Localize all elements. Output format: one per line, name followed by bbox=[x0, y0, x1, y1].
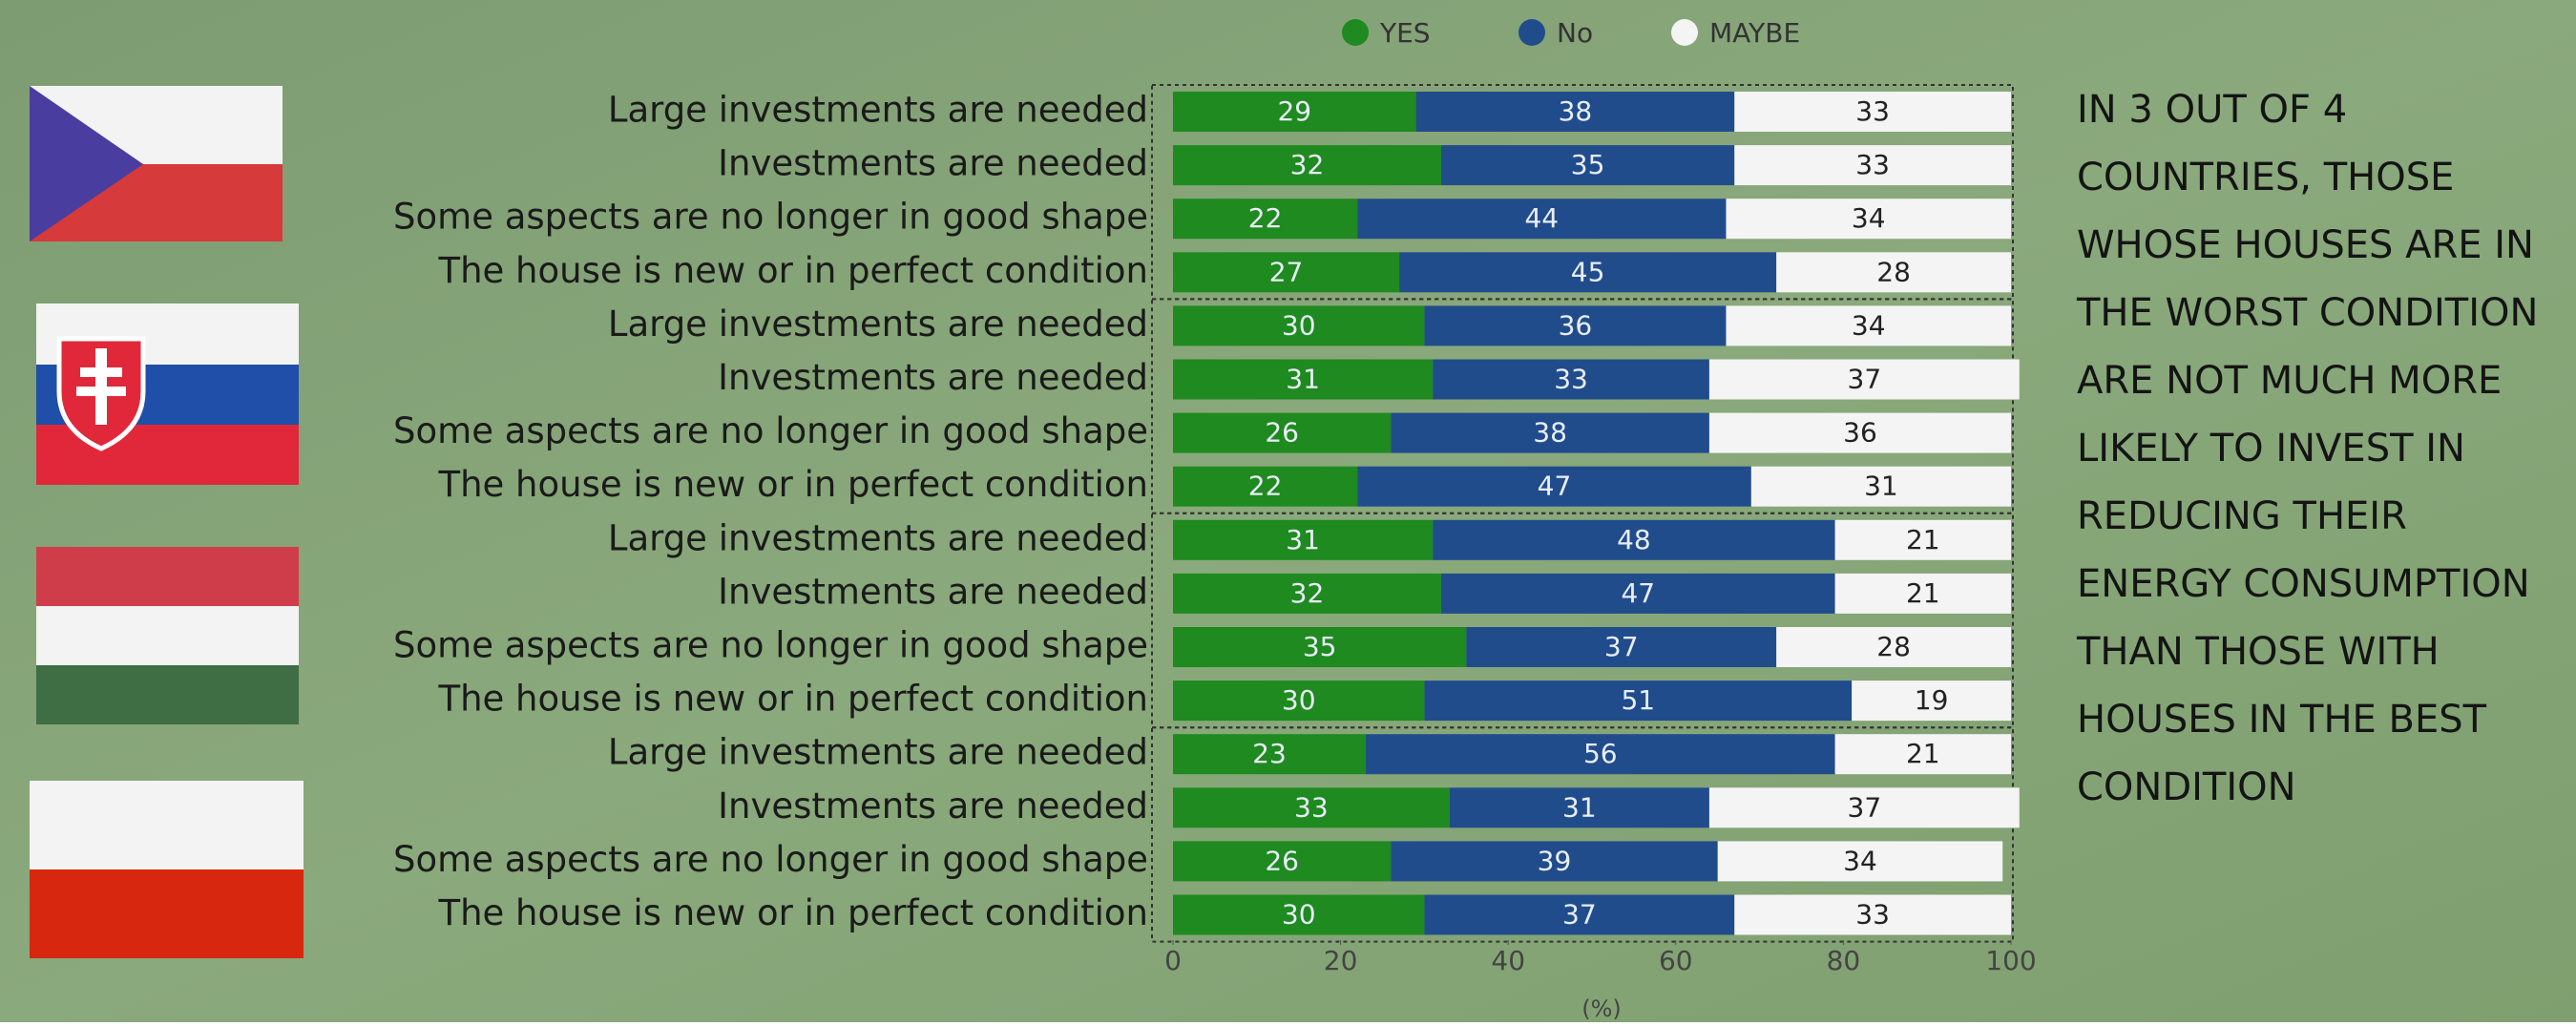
value-label: 48 bbox=[1617, 524, 1651, 555]
x-tick-label: 20 bbox=[1324, 945, 1358, 976]
category-label: Some aspects are no longer in good shape bbox=[393, 197, 1148, 238]
value-label: 31 bbox=[1286, 524, 1320, 555]
x-axis-label: (%) bbox=[1581, 995, 1622, 1022]
value-label: 34 bbox=[1843, 845, 1877, 876]
value-label: 22 bbox=[1248, 471, 1283, 502]
value-label: 21 bbox=[1906, 577, 1940, 609]
value-label: 31 bbox=[1286, 364, 1320, 395]
category-label: The house is new or in perfect condition bbox=[437, 464, 1148, 505]
value-label: 21 bbox=[1906, 524, 1940, 555]
value-label: 44 bbox=[1524, 202, 1559, 234]
value-label: 31 bbox=[1562, 791, 1597, 823]
value-label: 47 bbox=[1538, 471, 1572, 502]
annotation-line: REDUCING THEIR bbox=[2077, 494, 2407, 538]
category-label: Large investments are needed bbox=[608, 90, 1148, 131]
annotation-line: IN 3 OUT OF 4 bbox=[2077, 88, 2347, 132]
page: {"chart_data": {"type": "stacked-barh", … bbox=[0, 0, 2576, 1022]
value-label: 32 bbox=[1290, 149, 1325, 180]
value-label: 36 bbox=[1843, 417, 1877, 449]
value-label: 37 bbox=[1562, 899, 1597, 931]
legend-swatch bbox=[1342, 19, 1369, 46]
value-label: 28 bbox=[1876, 256, 1911, 287]
category-label: Some aspects are no longer in good shape bbox=[393, 625, 1148, 666]
value-label: 27 bbox=[1269, 256, 1304, 287]
value-label: 33 bbox=[1294, 791, 1329, 823]
value-label: 29 bbox=[1277, 95, 1311, 127]
annotation-line: THAN THOSE WITH bbox=[2076, 630, 2440, 674]
x-tick-label: 0 bbox=[1164, 945, 1182, 976]
value-label: 21 bbox=[1906, 738, 1940, 769]
category-label: Investments are needed bbox=[718, 357, 1148, 398]
annotation-line: THE WORST CONDITION bbox=[2076, 291, 2538, 335]
annotation-line: CONDITION bbox=[2077, 765, 2296, 809]
legend-label: No bbox=[1557, 17, 1593, 49]
value-label: 30 bbox=[1282, 684, 1316, 716]
value-label: 32 bbox=[1290, 577, 1325, 609]
value-label: 37 bbox=[1848, 791, 1882, 823]
category-label: Investments are needed bbox=[718, 143, 1148, 184]
value-label: 22 bbox=[1248, 202, 1283, 234]
flag-czech bbox=[30, 86, 283, 241]
annotation-line: HOUSES IN THE BEST bbox=[2077, 698, 2487, 742]
category-label: Investments are needed bbox=[718, 571, 1148, 612]
value-label: 51 bbox=[1621, 684, 1655, 716]
annotation-line: COUNTRIES, THOSE bbox=[2077, 156, 2454, 199]
annotation-line: ENERGY CONSUMPTION bbox=[2077, 562, 2530, 606]
x-tick-label: 80 bbox=[1827, 945, 1861, 976]
annotation-line: WHOSE HOUSES ARE IN bbox=[2077, 223, 2534, 267]
value-label: 33 bbox=[1554, 364, 1588, 395]
flag-hungary bbox=[36, 547, 299, 724]
value-label: 34 bbox=[1852, 202, 1886, 234]
annotation-line: ARE NOT MUCH MORE bbox=[2077, 359, 2502, 403]
value-label: 56 bbox=[1583, 738, 1618, 769]
value-label: 26 bbox=[1265, 417, 1299, 449]
value-label: 38 bbox=[1533, 417, 1567, 449]
annotation-line: LIKELY TO INVEST IN bbox=[2077, 427, 2465, 471]
value-label: 30 bbox=[1282, 309, 1316, 341]
value-label: 47 bbox=[1621, 577, 1655, 609]
category-label: Large investments are needed bbox=[608, 517, 1148, 558]
legend-label: MAYBE bbox=[1709, 17, 1800, 49]
category-label: Some aspects are no longer in good shape bbox=[393, 410, 1148, 451]
legend-label: YES bbox=[1379, 17, 1431, 49]
value-label: 38 bbox=[1559, 95, 1593, 127]
legend-swatch bbox=[1671, 19, 1698, 46]
category-label: The house is new or in perfect condition bbox=[437, 250, 1148, 291]
flag-poland bbox=[30, 781, 304, 958]
category-label: Large investments are needed bbox=[608, 304, 1148, 345]
value-label: 36 bbox=[1559, 309, 1593, 341]
value-label: 19 bbox=[1915, 684, 1949, 716]
value-label: 28 bbox=[1876, 631, 1911, 662]
x-tick-label: 60 bbox=[1659, 945, 1693, 976]
value-label: 30 bbox=[1282, 899, 1316, 931]
flag-slovakia bbox=[36, 304, 299, 485]
value-label: 26 bbox=[1265, 845, 1299, 876]
value-label: 33 bbox=[1855, 899, 1890, 931]
value-label: 37 bbox=[1848, 364, 1882, 395]
legend-swatch bbox=[1518, 19, 1545, 46]
value-label: 45 bbox=[1571, 256, 1605, 287]
value-label: 31 bbox=[1864, 471, 1898, 502]
category-label: Some aspects are no longer in good shape bbox=[393, 839, 1148, 880]
value-label: 33 bbox=[1855, 95, 1890, 127]
value-label: 39 bbox=[1538, 845, 1572, 876]
x-tick-label: 40 bbox=[1491, 945, 1525, 976]
value-label: 33 bbox=[1855, 149, 1890, 180]
chart: Large investments are needed 29 38 33 Invest… bbox=[0, 0, 2576, 1022]
category-label: The house is new or in perfect condition bbox=[437, 679, 1148, 720]
category-label: Large investments are needed bbox=[608, 732, 1148, 773]
value-label: 37 bbox=[1604, 631, 1639, 662]
value-label: 34 bbox=[1852, 309, 1886, 341]
value-label: 35 bbox=[1571, 149, 1605, 180]
category-label: Investments are needed bbox=[718, 785, 1148, 827]
value-label: 35 bbox=[1303, 631, 1337, 662]
category-label: The house is new or in perfect condition bbox=[437, 892, 1148, 933]
value-label: 23 bbox=[1252, 738, 1287, 769]
x-tick-label: 100 bbox=[1985, 945, 2036, 976]
